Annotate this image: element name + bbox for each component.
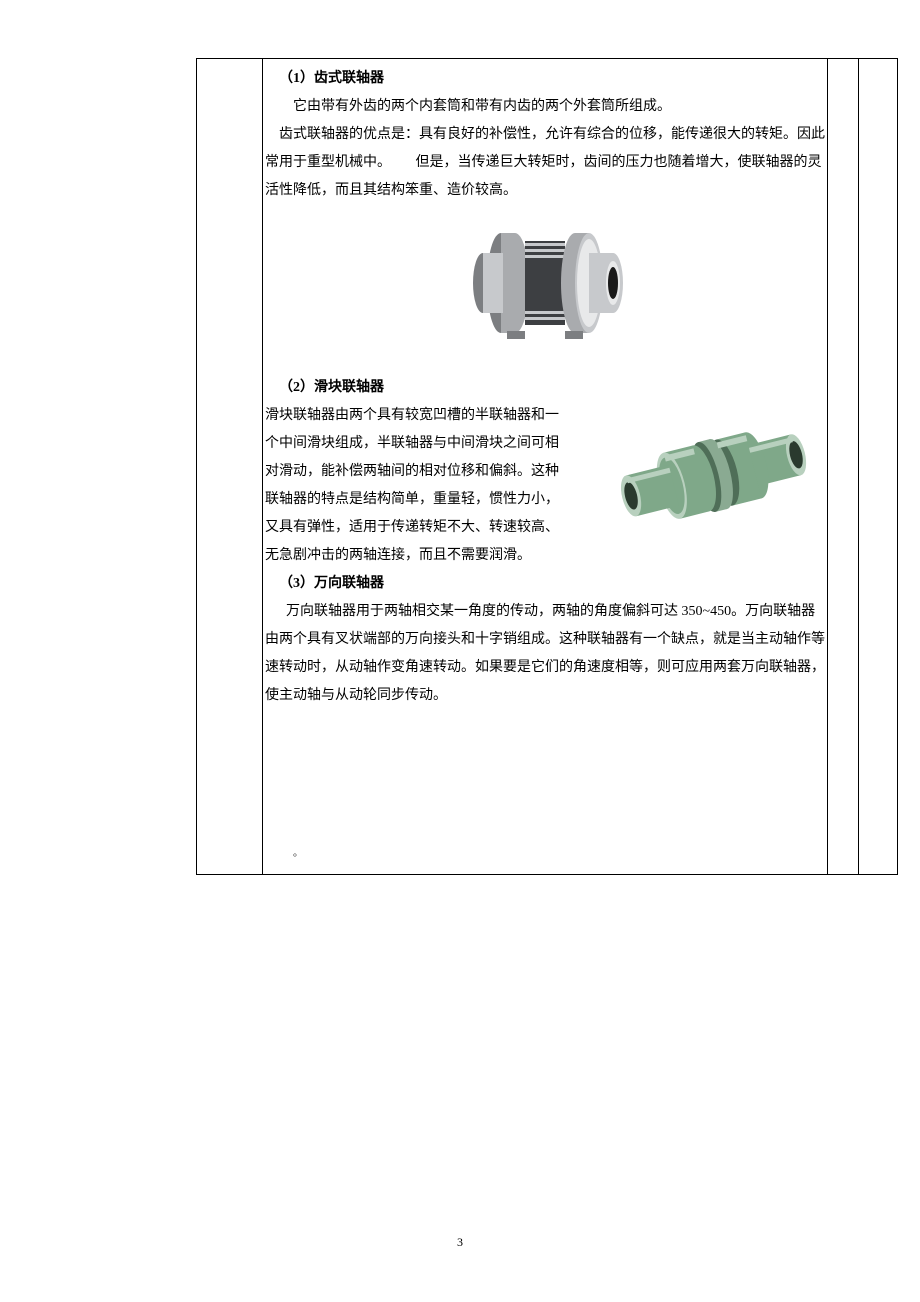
table-left-cell <box>197 59 263 875</box>
section2-body: 滑块联轴器由两个具有较宽凹槽的半联轴器和一个中间滑块组成，半联轴器与中间滑块之间… <box>265 402 565 570</box>
section3-heading: （3）万向联轴器 <box>265 570 825 598</box>
table-right-cell-1 <box>828 59 859 875</box>
gear-coupling-icon <box>447 213 643 353</box>
section3-body: 万向联轴器用于两轴相交某一角度的传动，两轴的角度偏斜可达 350~450。万向联… <box>265 598 825 710</box>
document-page: （1）齿式联轴器 它由带有外齿的两个内套筒和带有内齿的两个外套筒所组成。 齿式联… <box>0 58 920 1250</box>
table-main-cell: （1）齿式联轴器 它由带有外齿的两个内套筒和带有内齿的两个外套筒所组成。 齿式联… <box>263 59 828 875</box>
section2-heading: （2）滑块联轴器 <box>265 374 825 402</box>
table-right-cell-2 <box>859 59 898 875</box>
section1-p1: 它由带有外齿的两个内套筒和带有内齿的两个外套筒所组成。 <box>265 93 825 121</box>
main-content: （1）齿式联轴器 它由带有外齿的两个内套筒和带有内齿的两个外套筒所组成。 齿式联… <box>265 65 825 868</box>
content-table: （1）齿式联轴器 它由带有外齿的两个内套筒和带有内齿的两个外套筒所组成。 齿式联… <box>196 58 898 875</box>
section1-heading: （1）齿式联轴器 <box>265 65 825 93</box>
page-number: 3 <box>0 1235 920 1250</box>
section1-p2: 齿式联轴器的优点是：具有良好的补偿性，允许有综合的位移，能传递很大的转矩。因此常… <box>265 121 825 205</box>
gear-coupling-figure <box>265 213 825 364</box>
slider-coupling-icon <box>605 402 825 552</box>
trailing-dot: 。 <box>293 840 825 868</box>
